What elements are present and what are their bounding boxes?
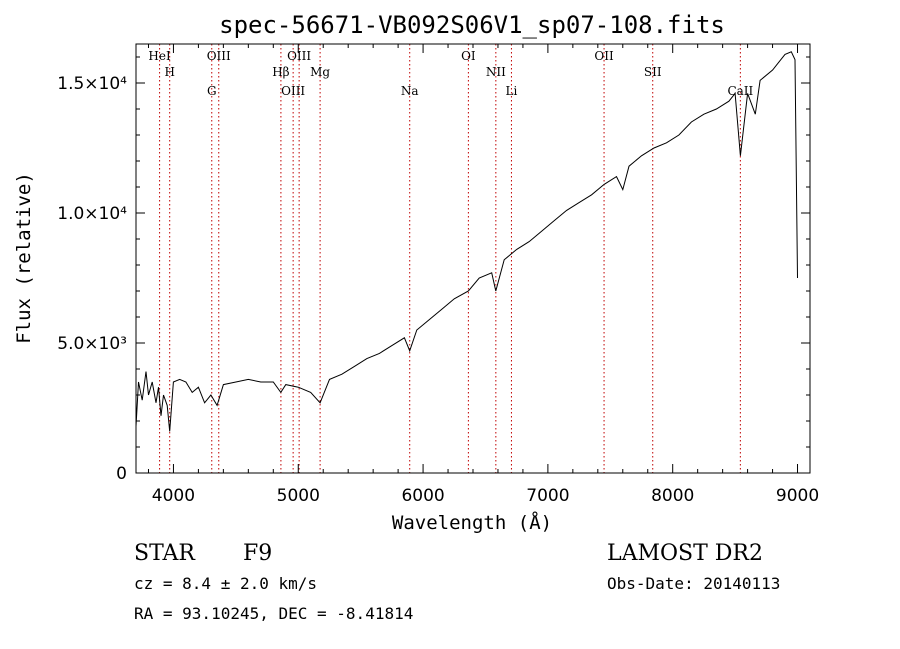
redshift-text: cz = 8.4 ± 2.0 km/s <box>134 574 317 593</box>
spectral-line-label: OIII <box>281 84 305 98</box>
survey-name: LAMOST DR2 <box>607 541 763 566</box>
y-tick-label: 5.0×10³ <box>57 334 127 354</box>
spectral-line-label: Hβ <box>272 65 289 79</box>
object-subclass: F9 <box>243 541 272 566</box>
x-tick-label: 7000 <box>526 486 569 506</box>
x-axis-ticks: 4000 5000 6000 7000 8000 9000 <box>147 44 819 506</box>
x-tick-label: 5000 <box>277 486 320 506</box>
spectral-line-label: Mg <box>310 65 330 79</box>
y-axis-ticks: 0 5.0×10³ 1.0×10⁴ 1.5×10⁴ <box>57 56 810 484</box>
spectral-line-label: CaII <box>727 84 753 98</box>
coordinates-text: RA = 93.10245, DEC = -8.41814 <box>134 604 413 623</box>
y-tick-label: 0 <box>116 464 127 484</box>
x-tick-label: 8000 <box>651 486 694 506</box>
x-tick-label: 9000 <box>776 486 819 506</box>
spectral-line-label: HeI <box>148 49 171 63</box>
spectral-line-label: Li <box>506 84 518 98</box>
x-tick-label: 4000 <box>152 486 195 506</box>
spectral-line-label: OIII <box>287 49 311 63</box>
chart-title: spec-56671-VB092S06V1_sp07-108.fits <box>219 11 725 39</box>
spectral-line-label: OI <box>461 49 476 63</box>
spectral-line-label: OII <box>594 49 614 63</box>
y-tick-label: 1.5×10⁴ <box>57 74 127 94</box>
spectrum-series-line <box>135 51 798 432</box>
x-axis-label: Wavelength (Å) <box>392 511 552 534</box>
spectral-line-label: SII <box>644 65 662 79</box>
y-tick-label: 1.0×10⁴ <box>57 204 127 224</box>
observation-date: Obs-Date: 20140113 <box>607 574 780 593</box>
plot-frame <box>135 43 811 474</box>
object-class: STAR <box>134 541 196 566</box>
y-axis-label: Flux (relative) <box>13 172 35 344</box>
spectral-line-label: NII <box>486 65 506 79</box>
spectral-line-label: G <box>207 84 217 98</box>
spectral-line-label: OIII <box>207 49 231 63</box>
spectral-line-label: Na <box>401 84 419 98</box>
spectral-line-label: H <box>164 65 174 79</box>
x-tick-label: 6000 <box>401 486 444 506</box>
